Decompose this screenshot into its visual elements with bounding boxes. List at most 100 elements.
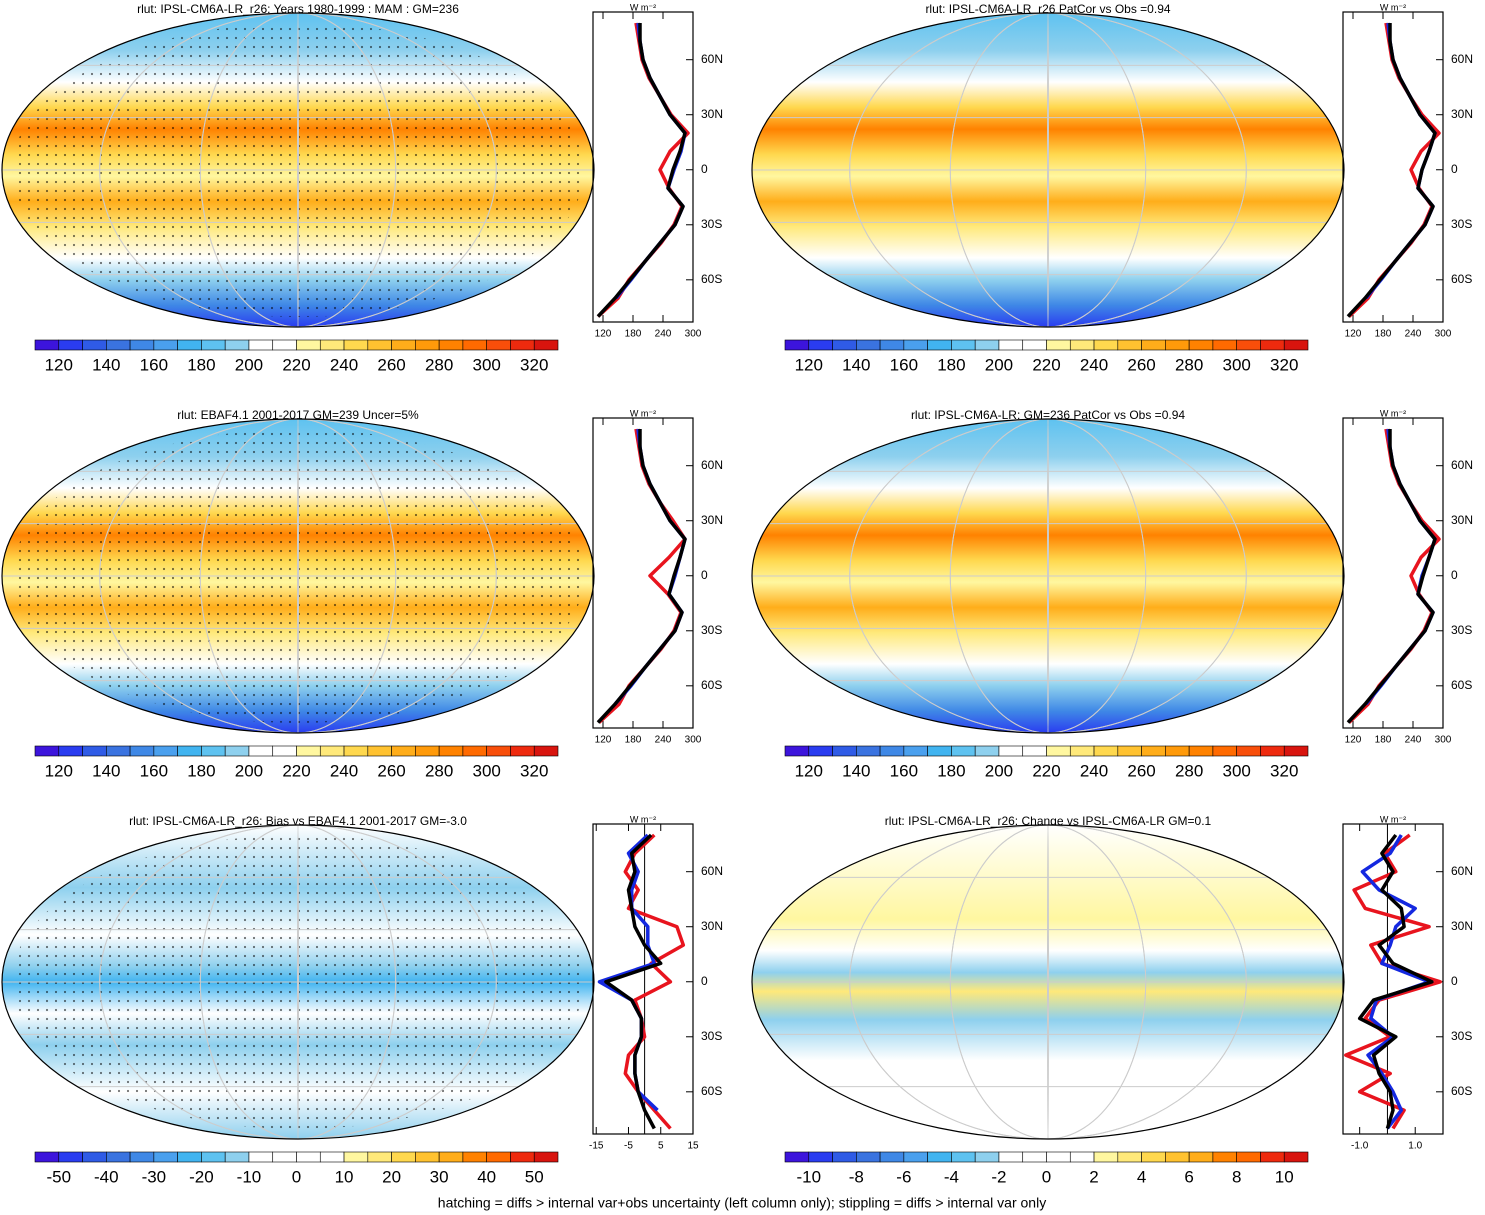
x-tick-label: 1.0	[1408, 1141, 1422, 1152]
map-meridian	[297, 12, 299, 328]
y-tick-label: 60S	[701, 1084, 722, 1098]
colorbar-box	[808, 1151, 833, 1163]
colorbar-box	[784, 339, 810, 351]
colorbar-box	[808, 745, 833, 757]
map-meridian	[297, 418, 299, 734]
colorbar-box	[201, 1151, 226, 1163]
colorbar-box	[1093, 745, 1119, 757]
colorbar-box	[1022, 1151, 1047, 1163]
colorbar-box	[106, 745, 131, 757]
colorbar-label: 220	[282, 761, 310, 780]
colorbar-box	[201, 339, 226, 351]
colorbar-box	[903, 1151, 928, 1163]
colorbar-box	[82, 339, 107, 351]
y-tick-label: 60S	[1451, 1084, 1472, 1098]
colorbar-label: 180	[187, 355, 215, 374]
colorbar-box	[224, 339, 250, 351]
colorbar-box	[1212, 339, 1237, 351]
colorbar-box	[486, 339, 511, 351]
colorbar-box	[272, 339, 297, 351]
y-tick-label: 30S	[701, 217, 722, 231]
y-tick-label: 30S	[701, 623, 722, 637]
colorbar-box	[998, 339, 1024, 351]
colorbar-box	[129, 1151, 155, 1163]
colorbar-box	[832, 745, 857, 757]
colorbar-label: 120	[45, 761, 73, 780]
colorbar-box	[1141, 745, 1166, 757]
colorbar-box	[1165, 339, 1190, 351]
colorbar-label: 200	[985, 761, 1013, 780]
colorbar-box	[1212, 745, 1237, 757]
colorbar-box	[1236, 1151, 1261, 1163]
colorbar-box	[272, 745, 297, 757]
y-tick-label: 60N	[701, 52, 723, 66]
profile-frame	[1342, 417, 1444, 729]
colorbar-label: 30	[430, 1167, 449, 1186]
colorbar-box	[106, 1151, 131, 1163]
colorbar-box	[58, 1151, 83, 1163]
x-tick-label: -15	[589, 1141, 604, 1152]
colorbar-box	[1093, 1151, 1119, 1163]
x-tick-label: -1.0	[1351, 1141, 1369, 1152]
colorbar-box	[1046, 339, 1071, 351]
zonal-mean-line	[1346, 23, 1437, 318]
colorbar-box	[224, 745, 250, 757]
footer-note: hatching = diffs > internal var+obs unce…	[438, 1195, 1046, 1211]
colorbar-label: 160	[140, 355, 168, 374]
x-tick-label: 5	[658, 1141, 664, 1152]
map-border	[1, 418, 595, 734]
colorbar-box	[1188, 1151, 1214, 1163]
colorbar-box	[296, 339, 321, 351]
colorbar-label: 6	[1184, 1167, 1193, 1186]
x-tick-label: -5	[624, 1141, 633, 1152]
colorbar-box	[832, 339, 857, 351]
colorbar-label: -50	[46, 1167, 71, 1186]
colorbar-box	[1260, 1151, 1285, 1163]
colorbar-box	[58, 745, 83, 757]
colorbar-box	[462, 745, 487, 757]
colorbar-box	[510, 745, 535, 757]
colorbar-label: 40	[477, 1167, 496, 1186]
profile-frame	[592, 11, 694, 323]
y-tick-label: 0	[1451, 568, 1458, 582]
colorbar-label: 320	[1270, 355, 1298, 374]
colorbar-label: 10	[1275, 1167, 1294, 1186]
colorbar-label: -30	[142, 1167, 167, 1186]
y-tick-label: 30N	[701, 919, 723, 933]
y-tick-label: 60N	[1451, 864, 1473, 878]
colorbar-box	[248, 1151, 274, 1163]
colorbar-box	[1212, 1151, 1237, 1163]
colorbar-box	[1046, 745, 1071, 757]
colorbar-label: 320	[520, 761, 548, 780]
colorbar-box	[82, 1151, 107, 1163]
units-label: W m⁻²	[630, 2, 656, 12]
colorbar-box	[1260, 339, 1285, 351]
y-tick-label: 60N	[1451, 458, 1473, 472]
colorbar-box	[1283, 339, 1309, 351]
map-border	[751, 418, 1345, 734]
colorbar-label: 160	[890, 761, 918, 780]
profile-frame	[1342, 11, 1444, 323]
colorbar-label: 140	[842, 355, 870, 374]
colorbar-label: 280	[1175, 355, 1203, 374]
colorbar-box	[533, 745, 559, 757]
colorbar-label: 180	[187, 761, 215, 780]
colorbar-box	[367, 339, 392, 351]
x-tick-label: 240	[655, 329, 672, 340]
colorbar-box	[784, 1151, 810, 1163]
colorbar-label: 140	[842, 761, 870, 780]
colorbar-label: -8	[849, 1167, 864, 1186]
colorbar-box	[927, 745, 952, 757]
colorbar-label: 140	[92, 761, 120, 780]
map-border	[1, 824, 595, 1140]
y-tick-label: 0	[701, 974, 708, 988]
colorbar-label: 120	[795, 761, 823, 780]
colorbar-label: 8	[1232, 1167, 1241, 1186]
colorbar-box	[856, 745, 881, 757]
colorbar-box	[272, 1151, 297, 1163]
colorbar-box	[438, 1151, 464, 1163]
colorbar-label: -6	[896, 1167, 911, 1186]
map-meridian	[297, 824, 299, 1140]
colorbar-box	[106, 339, 131, 351]
colorbar-label: 280	[425, 761, 453, 780]
